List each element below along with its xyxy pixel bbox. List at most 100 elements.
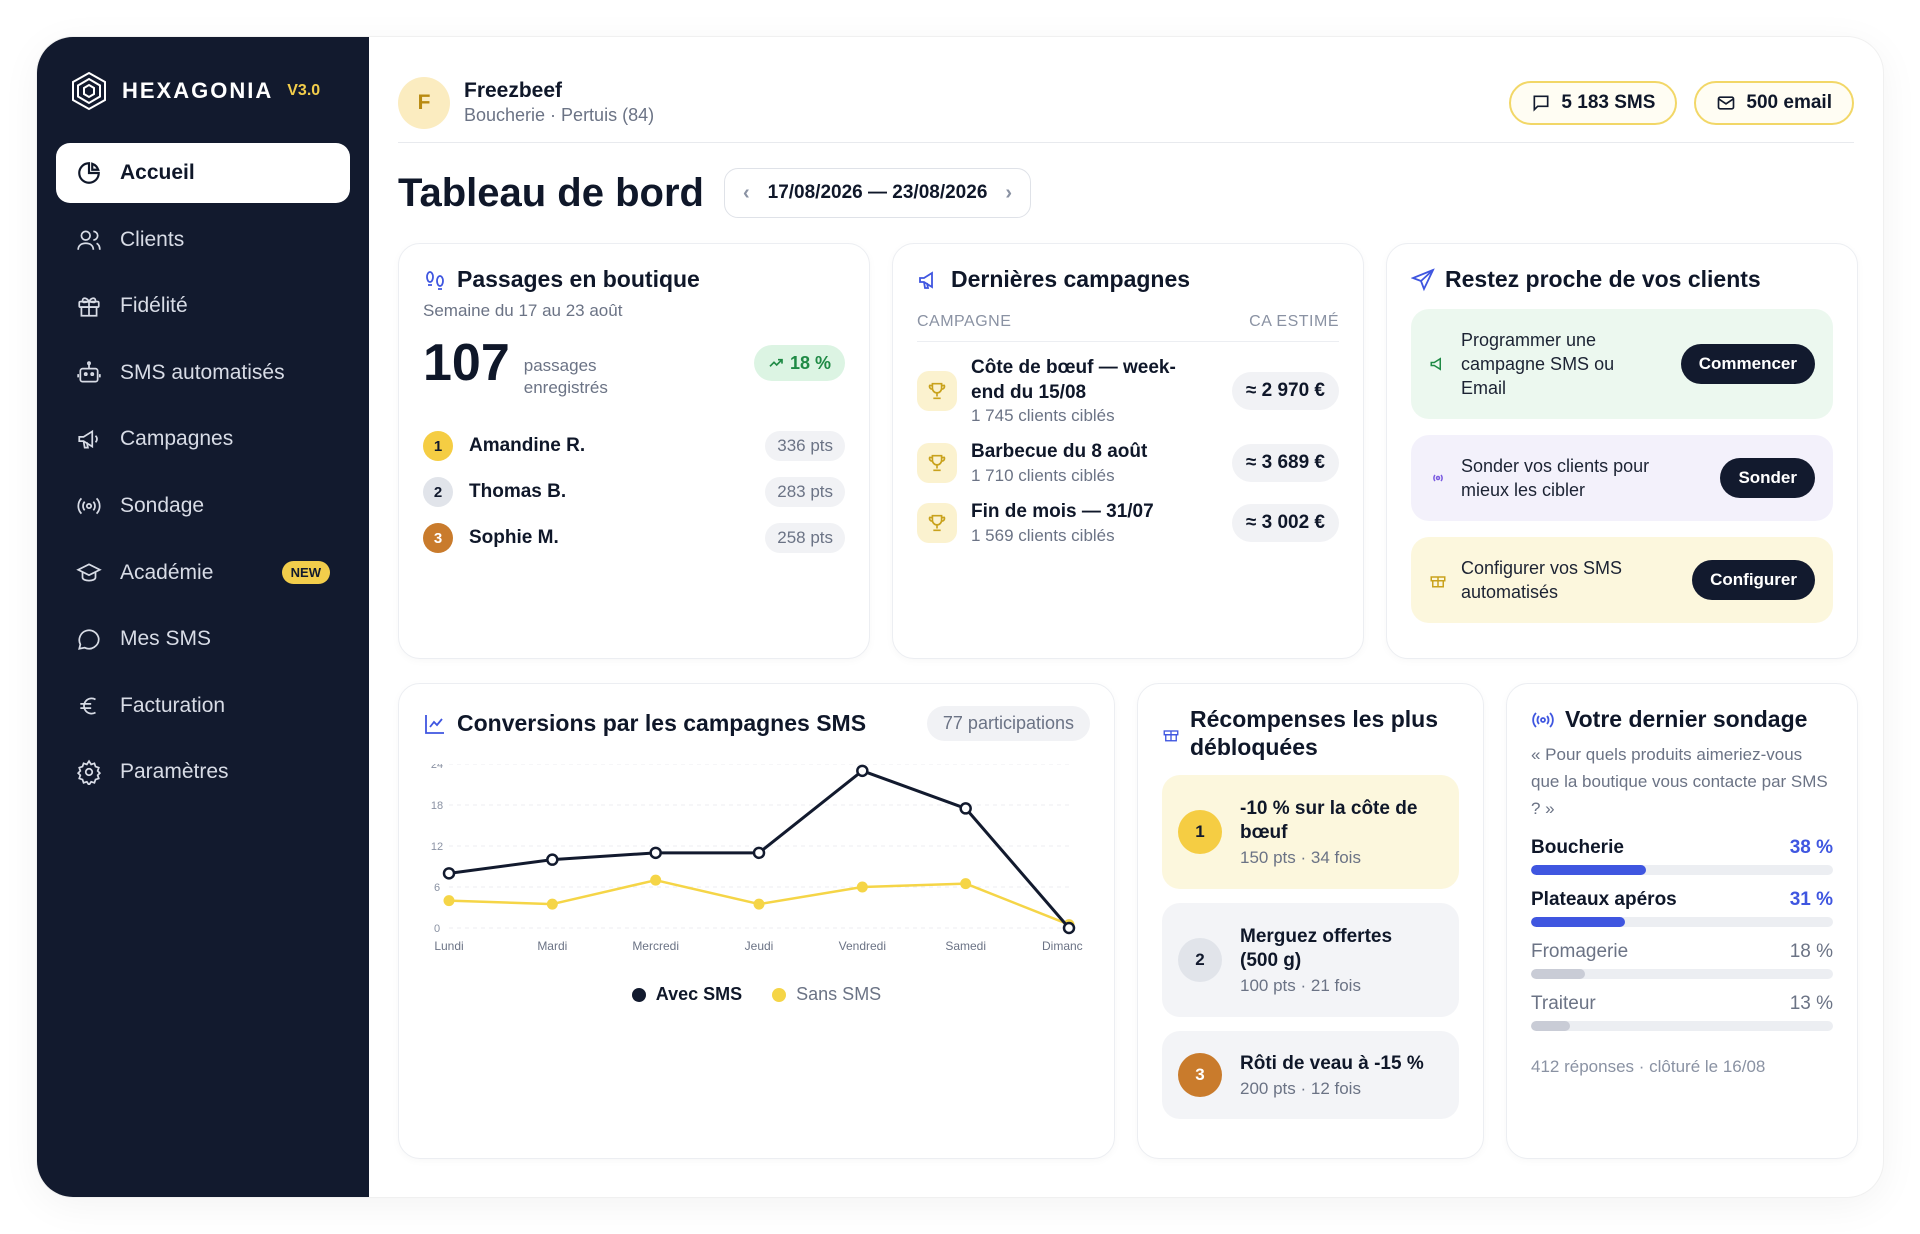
nav-item-sondage[interactable]: Sondage (56, 476, 350, 536)
answer-percent: 38 % (1789, 836, 1833, 858)
answer-bar-fill (1531, 1020, 1571, 1031)
broadcast-icon (1532, 711, 1554, 728)
line-chart-icon (425, 714, 444, 734)
data-point (753, 898, 765, 910)
x-tick-label: Dimanche (1042, 939, 1083, 953)
nav-label: Campagnes (120, 427, 234, 451)
chevron-right-icon[interactable]: › (1005, 181, 1013, 204)
y-tick-label: 6 (434, 882, 440, 894)
legend-label: Sans SMS (796, 984, 882, 1004)
answer-bar-track (1531, 1020, 1833, 1031)
answer-bar-fill (1531, 968, 1586, 979)
participations-chip: 77 participations (926, 706, 1090, 741)
chevron-left-icon[interactable]: ‹ (742, 181, 750, 204)
survey-answer: Plateaux apéros 31 % (1531, 889, 1833, 927)
campaign-name: end du 15/08 (971, 381, 1087, 403)
email-credit-pill[interactable]: 500 email (1694, 80, 1854, 125)
reward-name: bœuf (1240, 822, 1288, 844)
answer-bar-fill (1531, 864, 1646, 875)
chat-bubble-icon (1533, 95, 1549, 112)
nav-item-accueil[interactable]: Accueil (56, 143, 350, 203)
table-row[interactable]: Côte de bœuf — week- end du 15/08 1 745 … (917, 356, 1339, 426)
data-point (546, 853, 559, 866)
data-point (856, 764, 869, 778)
x-tick-label: Vendredi (839, 939, 886, 953)
answer-label: Boucherie (1531, 836, 1624, 858)
shop-subtitle: Boucherie · Pertuis (84) (464, 105, 655, 125)
nav-item-academie[interactable]: Académie NEW (56, 543, 350, 603)
list-item[interactable]: 3 Rôti de veau à -15 % 200 pts · 12 fois (1162, 1031, 1459, 1120)
survey-footer: 412 réponses · clôturé le 16/08 (1531, 1056, 1766, 1076)
table-row[interactable]: Barbecue du 8 août 1 710 clients ciblés … (917, 440, 1339, 486)
survey-card: Votre dernier sondage « Pour quels produ… (1506, 683, 1858, 1159)
nav-item-facturation[interactable]: Facturation (56, 676, 350, 736)
legend-item-with-sms[interactable]: Avec SMS (631, 984, 742, 1005)
nav-item-clients[interactable]: Clients (56, 210, 350, 270)
reward-name: (500 g) (1240, 950, 1302, 972)
answer-bar-track (1531, 864, 1833, 875)
nav-item-campagnes[interactable]: Campagnes (56, 409, 350, 469)
list-item[interactable]: 1 -10 % sur la côte de bœuf 150 pts · 34… (1162, 775, 1459, 890)
trend-badge: 18 % (753, 345, 845, 381)
card-title: débloquées (1190, 733, 1318, 760)
campaign-revenue: ≈ 2 970 € (1231, 372, 1339, 411)
nav-item-sms-automatises[interactable]: SMS automatisés (56, 343, 350, 403)
answer-bar-track (1531, 968, 1833, 979)
action-campaign: Programmer une campagne SMS ou Email Com… (1411, 309, 1833, 419)
card-subtitle: Semaine du 17 au 23 août (423, 301, 623, 320)
table-row[interactable]: Fin de mois — 31/07 1 569 clients ciblés… (917, 500, 1339, 546)
brand-name: HEXAGONIA (122, 78, 274, 103)
main-content: F Freezbeef Boucherie · Pertuis (84) 5 1… (369, 37, 1883, 1197)
reward-meta: 100 pts · 21 fois (1240, 975, 1361, 995)
y-tick-label: 0 (434, 923, 440, 935)
gift-icon (1430, 576, 1446, 588)
count-label: passages (523, 355, 597, 375)
action-text: Programmer une campagne SMS ou Email (1461, 329, 1615, 399)
legend-dot (631, 987, 646, 1002)
list-item[interactable]: 2 Thomas B. 283 pts (423, 469, 845, 515)
configure-button[interactable]: Configurer (1692, 560, 1815, 600)
list-item[interactable]: 3 Sophie M. 258 pts (423, 515, 845, 561)
y-tick-label: 18 (431, 800, 443, 812)
page-title: Tableau de bord (398, 170, 704, 215)
avatar[interactable]: F (398, 76, 450, 129)
chart-legend: Avec SMS Sans SMS (399, 984, 1114, 1005)
campaign-targets: 1 569 clients ciblés (971, 525, 1115, 545)
legend-item-without-sms[interactable]: Sans SMS (772, 984, 881, 1005)
customer-name: Thomas B. (469, 481, 567, 502)
rank-badge: 1 (423, 431, 453, 461)
card-title: Conversions par les campagnes SMS (457, 710, 867, 736)
points-badge: 336 pts (765, 431, 845, 461)
answer-percent: 31 % (1789, 888, 1833, 910)
gift-icon (1163, 729, 1179, 742)
rank-badge: 3 (423, 523, 453, 553)
broadcast-icon (77, 497, 101, 515)
start-button[interactable]: Commencer (1680, 344, 1815, 384)
megaphone-icon (919, 270, 933, 289)
nav-item-mes-sms[interactable]: Mes SMS (56, 609, 350, 669)
data-point (752, 846, 766, 860)
envelope-icon (1718, 95, 1735, 110)
action-automation: Configurer vos SMS automatisés Configure… (1411, 537, 1833, 623)
nav-item-fidelite[interactable]: Fidélité (56, 276, 350, 336)
column-header-campaign: CAMPAGNE (917, 313, 1012, 330)
sidebar: HEXAGONIA V3.0 Accueil Clients Fidélité … (37, 37, 369, 1197)
rank-badge: 2 (423, 477, 453, 507)
campaign-targets: 1 745 clients ciblés (971, 406, 1115, 426)
customer-name: Sophie M. (469, 527, 559, 548)
nav-item-parametres[interactable]: Paramètres (56, 742, 350, 802)
campaign-name: Barbecue du 8 août (971, 441, 1148, 463)
date-range-picker[interactable]: ‹ 17/08/2026 — 23/08/2026 › (723, 168, 1032, 218)
brand[interactable]: HEXAGONIA V3.0 (56, 69, 350, 113)
data-point (649, 846, 662, 860)
action-survey: Sonder vos clients pour mieux les cibler… (1411, 435, 1833, 521)
survey-button[interactable]: Sonder (1720, 458, 1815, 498)
sms-credit-pill[interactable]: 5 183 SMS (1509, 80, 1678, 125)
chat-bubble-icon (78, 629, 100, 651)
points-badge: 258 pts (765, 523, 845, 553)
x-tick-label: Samedi (945, 939, 986, 953)
list-item[interactable]: 1 Amandine R. 336 pts (423, 423, 845, 469)
list-item[interactable]: 2 Merguez offertes (500 g) 100 pts · 21 … (1162, 903, 1459, 1018)
nav-label: Clients (120, 227, 185, 251)
answer-label: Fromagerie (1531, 940, 1629, 962)
